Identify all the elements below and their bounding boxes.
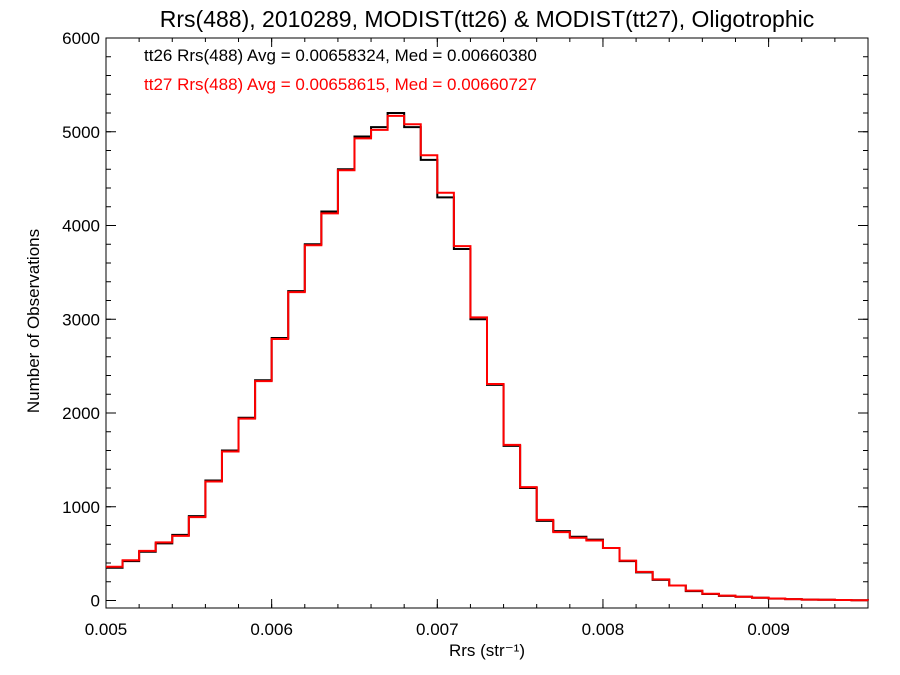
y-tick-label: 4000 [62,217,100,236]
y-axis-label: Number of Observations [24,229,43,413]
x-tick-label: 0.009 [747,620,790,639]
y-tick-label: 1000 [62,498,100,517]
y-tick-label: 0 [91,592,100,611]
chart-title: Rrs(488), 2010289, MODIST(tt26) & MODIST… [160,6,814,32]
x-axis-label: Rrs (str⁻¹) [449,641,525,660]
x-tick-label: 0.006 [250,620,293,639]
x-tick-label: 0.008 [582,620,625,639]
y-tick-label: 2000 [62,404,100,423]
x-axis-ticks: 0.005 0.006 0.007 0.008 0.009 [85,38,869,639]
series-layer [106,112,869,602]
legend: tt26 Rrs(488) Avg = 0.00658324, Med = 0.… [144,46,537,94]
y-tick-label: 3000 [62,310,100,329]
series-tt27-line [106,114,869,602]
y-tick-label: 5000 [62,123,100,142]
legend-entry-tt26: tt26 Rrs(488) Avg = 0.00658324, Med = 0.… [144,46,537,65]
x-tick-label: 0.007 [416,620,459,639]
x-tick-label: 0.005 [85,620,128,639]
legend-entry-tt27: tt27 Rrs(488) Avg = 0.00658615, Med = 0.… [144,75,537,94]
plot-frame [105,37,869,609]
y-tick-label: 6000 [62,29,100,48]
y-axis-ticks: 0 1000 2000 3000 4000 5000 6000 [62,29,868,611]
